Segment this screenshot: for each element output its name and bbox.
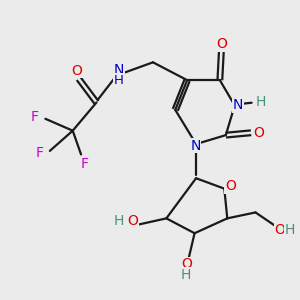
Text: F: F — [81, 157, 88, 171]
Text: N: N — [190, 139, 201, 152]
Text: O: O — [71, 64, 82, 78]
Text: H: H — [181, 268, 191, 282]
Text: H: H — [285, 223, 296, 237]
Text: N: N — [233, 98, 244, 112]
Text: H: H — [255, 95, 266, 109]
Text: H: H — [114, 74, 124, 87]
Text: O: O — [181, 257, 192, 272]
Text: O: O — [275, 223, 286, 237]
Text: O: O — [127, 214, 138, 228]
Text: F: F — [31, 110, 39, 124]
Text: O: O — [253, 126, 264, 140]
Text: O: O — [216, 38, 227, 52]
Text: O: O — [225, 179, 236, 193]
Text: H: H — [114, 214, 124, 228]
Text: F: F — [35, 146, 43, 160]
Text: N: N — [114, 63, 124, 77]
